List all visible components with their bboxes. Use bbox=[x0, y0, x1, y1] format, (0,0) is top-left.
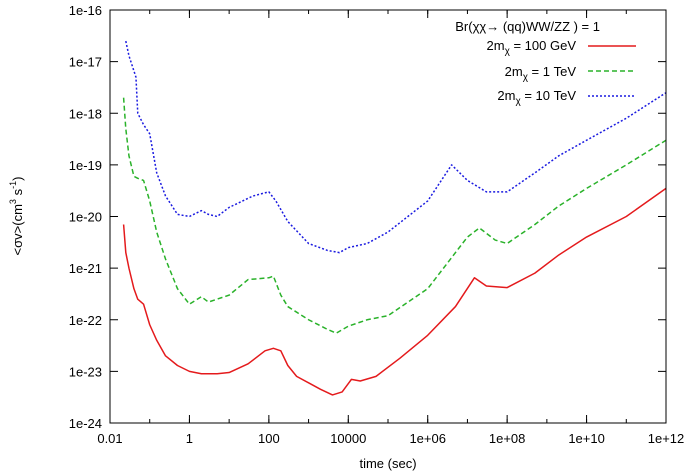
x-tick-label: 1 bbox=[186, 431, 193, 446]
x-tick-label: 1e+10 bbox=[568, 431, 605, 446]
legend: Br(χχ→ (qq)WW/ZZ ) = 1 2mχ = 100 GeV 2mχ… bbox=[455, 19, 636, 107]
x-tick-label: 1e+06 bbox=[409, 431, 446, 446]
y-tick-label: 1e-18 bbox=[69, 106, 102, 121]
y-tick-label: 1e-16 bbox=[69, 3, 102, 18]
legend-label-series-2: 2mχ = 10 TeV bbox=[497, 88, 576, 107]
x-tick-label: 1e+08 bbox=[489, 431, 526, 446]
y-tick-label: 1e-21 bbox=[69, 261, 102, 276]
y-axis-title: <σv>(cm3 s-1) bbox=[8, 177, 25, 256]
legend-label-series-0: 2mχ = 100 GeV bbox=[487, 38, 577, 57]
y-tick-label: 1e-23 bbox=[69, 364, 102, 379]
y-tick-label: 1e-22 bbox=[69, 313, 102, 328]
legend-title: Br(χχ→ (qq)WW/ZZ ) = 1 bbox=[455, 19, 600, 34]
series-layer bbox=[122, 40, 667, 396]
x-tick-label: 1e+12 bbox=[648, 431, 685, 446]
legend-label-series-1: 2mχ = 1 TeV bbox=[505, 64, 577, 83]
y-tick-label: 1e-20 bbox=[69, 210, 102, 225]
x-tick-label: 10000 bbox=[330, 431, 366, 446]
y-tick-label: 1e-17 bbox=[69, 55, 102, 70]
series-line-1 bbox=[122, 97, 667, 334]
series-line-0 bbox=[122, 187, 667, 396]
x-tick-label: 100 bbox=[258, 431, 280, 446]
y-tick-label: 1e-19 bbox=[69, 158, 102, 173]
series-line-2 bbox=[125, 40, 667, 254]
tick-labels: 0.01 1 100 10000 1e+06 1e+08 1e+10 1e+12 1e-24 1e… bbox=[69, 3, 685, 446]
x-axis-title: time (sec) bbox=[359, 456, 416, 471]
axis-ticks bbox=[109, 9, 667, 424]
y-tick-label: 1e-24 bbox=[69, 416, 102, 431]
plot-frame bbox=[109, 9, 667, 424]
x-tick-label: 0.01 bbox=[97, 431, 122, 446]
